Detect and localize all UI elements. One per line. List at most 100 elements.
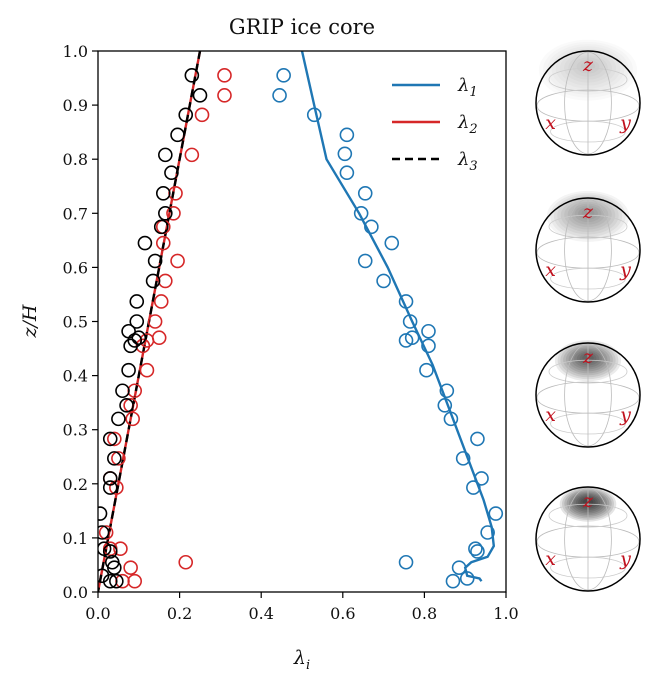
globe-4-z-label: z [582,490,594,512]
globe-3: z x y [535,340,641,448]
globe-3-z-label: z [582,346,594,368]
series-2-point [168,185,183,201]
y-tick-label: 0.4 [63,367,88,386]
series-3-point [131,330,147,346]
globe-4-outline [535,486,641,592]
series-2-point [178,554,194,570]
series-3-point [109,573,124,589]
series-2-point [217,68,232,83]
series-2-point [153,294,169,309]
series-2-point [155,235,171,251]
y-tick-label: 0.3 [63,421,88,440]
globe-2-z-label: z [582,201,594,223]
series-2-point [166,206,181,221]
series-3-point [164,165,179,181]
series-1-point [364,219,379,235]
x-axis-label: λi [293,647,310,673]
series-2-point [113,541,128,557]
globe-3-x-label: x [545,404,556,426]
globe-4-y-label: y [619,548,631,570]
x-tick-label: 0.2 [167,604,192,623]
series-1-point [357,185,373,201]
x-tick-label: 0.8 [412,604,437,623]
legend-label-1: λ1 [457,75,478,100]
series-3-point [178,107,194,123]
globe-2-y-label: y [619,259,631,281]
series-3-point [119,398,134,413]
y-axis-ticks: 0.0 0.1 0.2 0.3 0.4 0.5 0.6 0.7 0.8 0.9 1.0 [63,42,98,602]
y-tick-label: 0.7 [63,204,88,223]
series-3-point [129,294,145,309]
y-tick-label: 0.6 [63,258,88,277]
globe-1-z-label: z [582,54,594,76]
globe-2: z x y [535,190,641,303]
series-2-point [125,411,140,427]
series-3-point [158,147,173,163]
series-1-point [474,471,489,486]
globe-2-x-label: x [545,259,556,281]
y-tick-label: 0.0 [63,583,88,602]
series-3-point [102,471,118,486]
series-1-point [353,206,369,221]
series-1-point [421,338,436,354]
series-3-point [170,127,185,143]
globe-1-y-label: y [619,112,631,134]
orientation-globes: z x y z x y z x y z x y [535,50,641,592]
series-2-point [217,88,232,103]
y-tick-label: 1.0 [63,42,88,61]
series-1-point [337,146,353,162]
legend-label-sub: 3 [469,159,477,174]
chart-title: GRIP ice core [229,15,375,39]
series-3-point [155,185,171,201]
y-tick-label: 0.8 [63,150,88,169]
y-axis-label: z/H [19,304,41,338]
series-1-point [402,314,418,329]
globe-1-x-label: x [545,112,556,134]
legend-label-sub: 2 [468,122,477,137]
series-3-point [102,480,118,495]
series-1-point [443,411,459,427]
series-2-point [139,362,155,378]
series-3-point [111,411,126,427]
series-3-point [127,333,143,348]
series-1-point [445,573,461,589]
series-2-point [123,398,138,413]
globe-3-y-label: y [619,404,631,426]
series-2-point [151,330,167,346]
x-axis-ticks: 0.0 0.2 0.4 0.6 0.8 1.0 [85,592,519,623]
series-curves [98,51,496,592]
series-1-point [451,560,467,575]
x-tick-label: 1.0 [493,604,518,623]
y-tick-label: 0.5 [63,313,88,332]
series-1-point [421,323,436,339]
x-axis-label-main: λ [293,647,306,669]
x-axis-label-sub: i [306,658,310,673]
series-2-point [111,451,126,466]
series-1-point [439,383,455,399]
series-3-point [102,573,118,589]
y-tick-label: 0.9 [63,96,88,115]
series-3-point [107,451,122,466]
series-3-point [147,253,163,269]
series-1-point [306,107,322,123]
plot-frame [97,50,507,593]
series-1-point [276,68,291,83]
series-1-point [470,431,485,447]
y-tick-label: 0.1 [63,529,88,548]
x-tick-label: 0.4 [248,604,273,623]
series-3-point [129,314,145,329]
series-3-point [192,88,208,103]
series-1-point [339,127,355,143]
series-1-point [398,333,414,348]
x-tick-label: 0.0 [85,604,110,623]
series-1-point [488,506,504,521]
globe-1-outline [535,50,641,156]
series-1-point [480,525,495,540]
series-1-point [437,398,453,413]
series-2-point [194,107,210,123]
series-3-point [115,383,130,399]
legend-label-sub: 1 [469,85,477,100]
series-1-point [419,362,434,378]
